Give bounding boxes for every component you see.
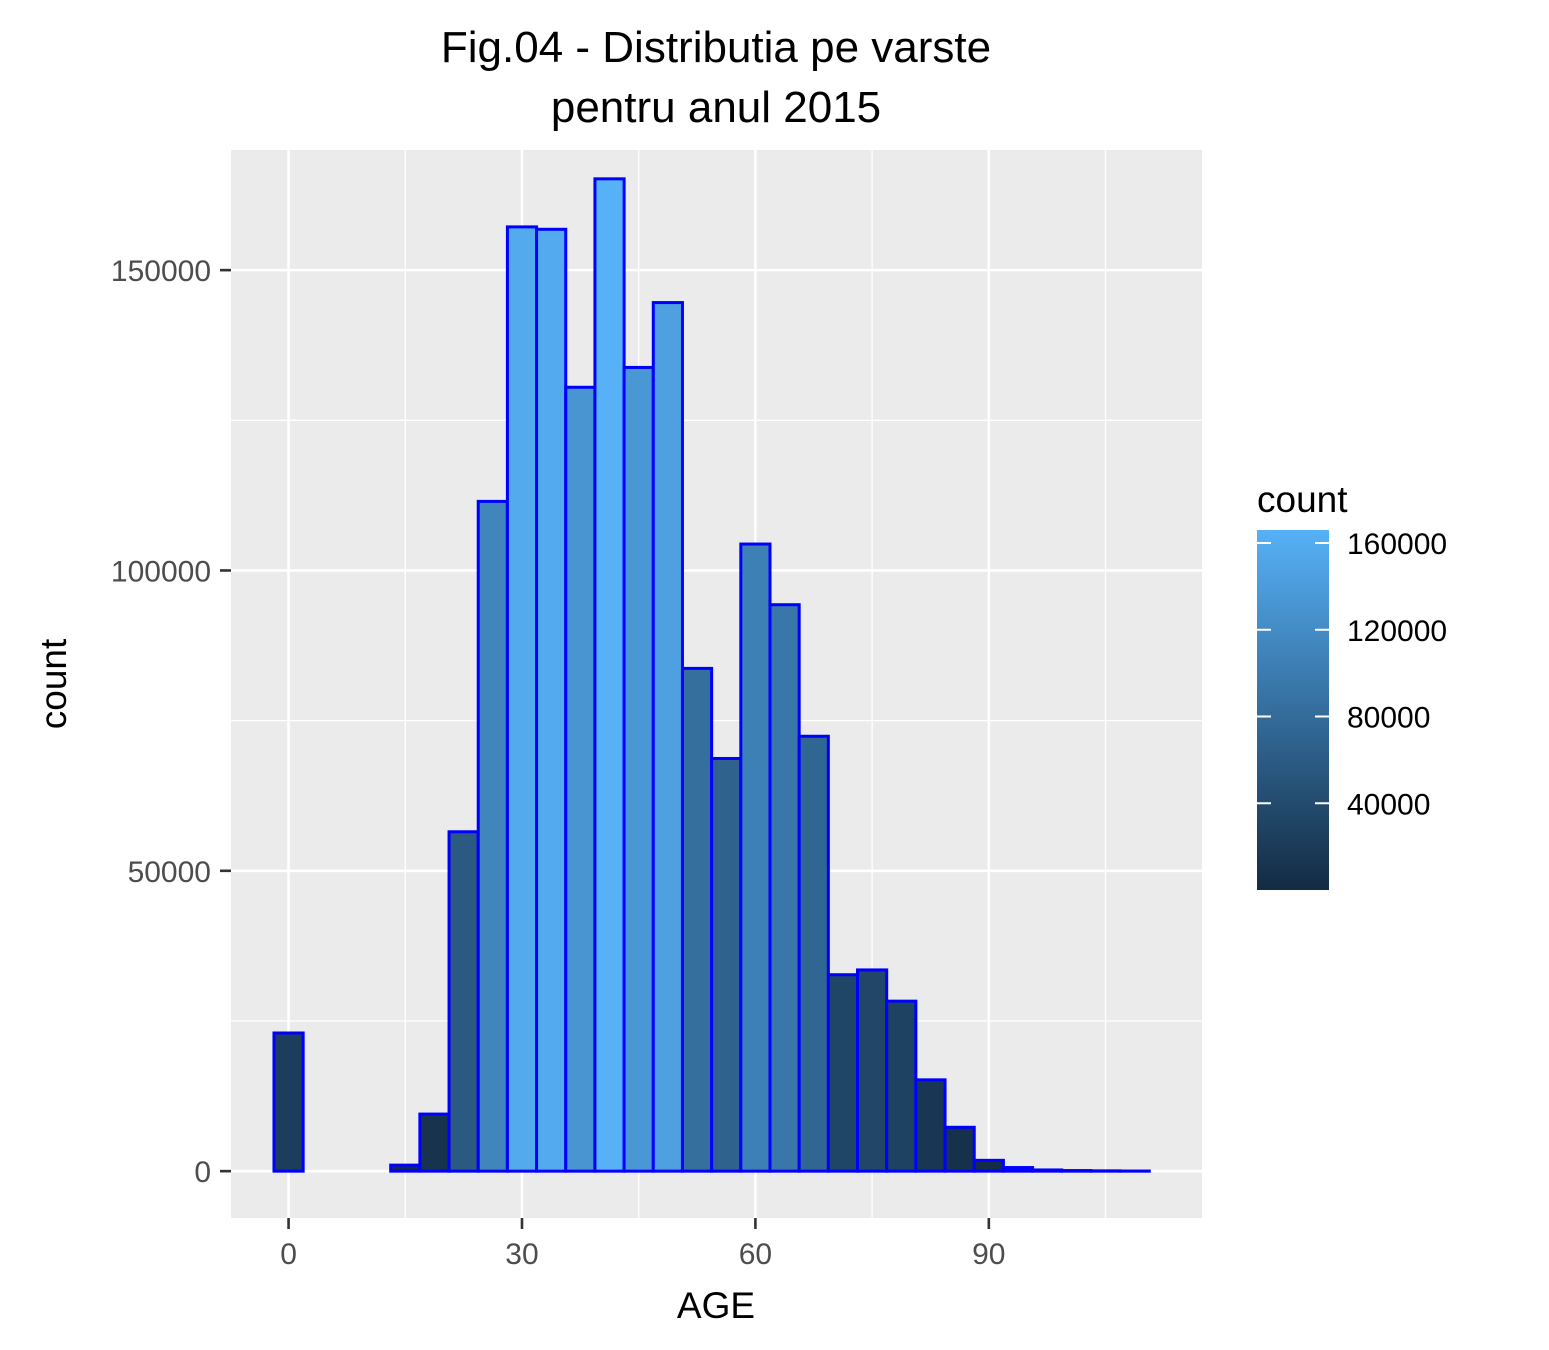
- histogram-bar: [914, 1078, 947, 1173]
- legend-label: 160000: [1347, 528, 1447, 561]
- legend-colorbar: [1257, 530, 1329, 890]
- y-axis-title: count: [33, 638, 74, 729]
- histogram-bar: [797, 734, 830, 1173]
- histogram-bar: [593, 177, 626, 1173]
- histogram-bar: [826, 973, 860, 1173]
- histogram-bar: [680, 666, 714, 1173]
- histogram-bar: [447, 830, 480, 1173]
- histogram-bar: [651, 301, 684, 1173]
- histogram-bar: [710, 756, 743, 1173]
- histogram-bar: [418, 1112, 451, 1173]
- y-axis: 0 50000 100000 150000: [111, 255, 231, 1189]
- x-tick-label: 0: [280, 1238, 297, 1271]
- histogram-bar: [885, 999, 918, 1173]
- x-axis: 0 30 60 90: [280, 1218, 1006, 1271]
- histogram-bars: [272, 177, 1151, 1173]
- histogram-bar: [622, 365, 655, 1173]
- histogram-bar: [856, 968, 889, 1173]
- legend-label: 120000: [1347, 615, 1447, 648]
- legend-title: count: [1257, 479, 1348, 520]
- x-tick-label: 60: [739, 1238, 772, 1271]
- chart-title-line-1: Fig.04 - Distributia pe varste: [441, 23, 991, 72]
- histogram-bar: [505, 225, 539, 1173]
- y-tick-label: 50000: [128, 856, 211, 889]
- legend-ticks: 40000 80000 120000 160000: [1257, 528, 1447, 821]
- chart-title-line-2: pentru anul 2015: [551, 83, 881, 132]
- x-tick-label: 90: [972, 1238, 1005, 1271]
- histogram-bar: [972, 1158, 1005, 1173]
- x-tick-label: 30: [505, 1238, 538, 1271]
- histogram-bar: [768, 603, 801, 1173]
- x-axis-title: AGE: [677, 1285, 755, 1326]
- histogram-bar: [476, 499, 509, 1173]
- y-tick-label: 150000: [111, 255, 211, 288]
- histogram-bar: [1031, 1168, 1064, 1173]
- y-tick-label: 0: [194, 1156, 211, 1189]
- histogram-bar: [389, 1163, 422, 1173]
- histogram-bar: [272, 1031, 305, 1173]
- histogram-bar: [943, 1125, 976, 1173]
- histogram-bar: [739, 542, 772, 1173]
- y-tick-label: 100000: [111, 555, 211, 588]
- legend-label: 40000: [1347, 788, 1430, 821]
- legend-label: 80000: [1347, 702, 1430, 735]
- color-legend: count 40000 80000 120000 160000: [1257, 479, 1447, 890]
- histogram-bar: [535, 227, 568, 1173]
- histogram-bar: [1060, 1169, 1093, 1173]
- histogram-bar: [1001, 1166, 1035, 1173]
- histogram-bar: [564, 385, 597, 1173]
